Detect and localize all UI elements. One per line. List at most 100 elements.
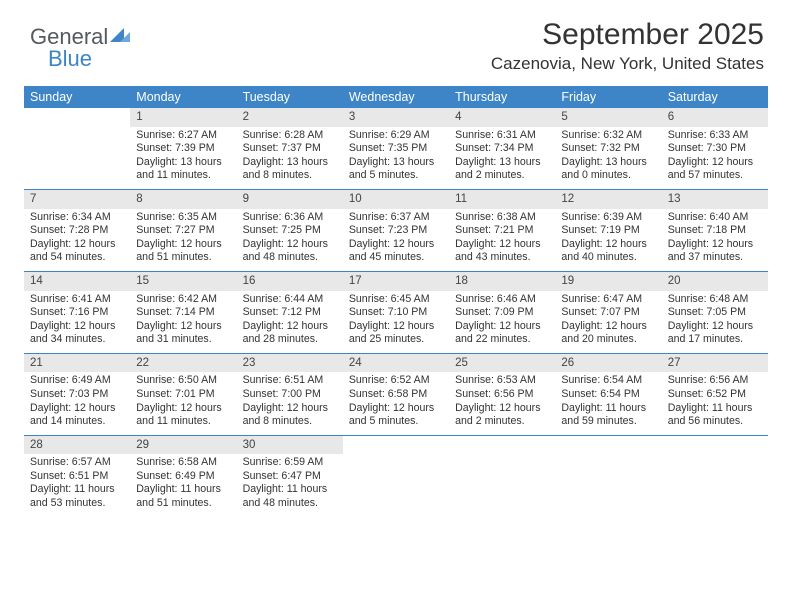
day-cell: 28Sunrise: 6:57 AMSunset: 6:51 PMDayligh… <box>24 436 130 517</box>
daylight-line-1: Daylight: 13 hours <box>136 156 230 170</box>
week-row: 21Sunrise: 6:49 AMSunset: 7:03 PMDayligh… <box>24 354 768 436</box>
daylight-line-2: and 28 minutes. <box>243 333 337 347</box>
daylight-line-2: and 20 minutes. <box>561 333 655 347</box>
day-cell <box>449 436 555 517</box>
day-number: 6 <box>662 108 768 127</box>
daylight-line-1: Daylight: 12 hours <box>243 320 337 334</box>
day-number: 20 <box>662 272 768 291</box>
sunset-line: Sunset: 7:32 PM <box>561 142 655 156</box>
day-number: 25 <box>449 354 555 373</box>
sunrise-line: Sunrise: 6:28 AM <box>243 129 337 143</box>
day-number: 5 <box>555 108 661 127</box>
sunset-line: Sunset: 7:14 PM <box>136 306 230 320</box>
day-cell: 29Sunrise: 6:58 AMSunset: 6:49 PMDayligh… <box>130 436 236 517</box>
sunset-line: Sunset: 6:51 PM <box>30 470 124 484</box>
day-number: 15 <box>130 272 236 291</box>
sunrise-line: Sunrise: 6:46 AM <box>455 293 549 307</box>
day-cell: 30Sunrise: 6:59 AMSunset: 6:47 PMDayligh… <box>237 436 343 517</box>
sunset-line: Sunset: 7:19 PM <box>561 224 655 238</box>
day-cell: 25Sunrise: 6:53 AMSunset: 6:56 PMDayligh… <box>449 354 555 435</box>
day-cell: 17Sunrise: 6:45 AMSunset: 7:10 PMDayligh… <box>343 272 449 353</box>
day-number: 7 <box>24 190 130 209</box>
sunrise-line: Sunrise: 6:31 AM <box>455 129 549 143</box>
sunrise-line: Sunrise: 6:29 AM <box>349 129 443 143</box>
day-number: 23 <box>237 354 343 373</box>
sunset-line: Sunset: 7:12 PM <box>243 306 337 320</box>
daylight-line-2: and 51 minutes. <box>136 251 230 265</box>
sunrise-line: Sunrise: 6:41 AM <box>30 293 124 307</box>
sunrise-line: Sunrise: 6:33 AM <box>668 129 762 143</box>
daylight-line-2: and 43 minutes. <box>455 251 549 265</box>
day-cell: 20Sunrise: 6:48 AMSunset: 7:05 PMDayligh… <box>662 272 768 353</box>
day-cell: 15Sunrise: 6:42 AMSunset: 7:14 PMDayligh… <box>130 272 236 353</box>
sunrise-line: Sunrise: 6:52 AM <box>349 374 443 388</box>
day-number: 13 <box>662 190 768 209</box>
day-number: 26 <box>555 354 661 373</box>
day-cell <box>555 436 661 517</box>
daylight-line-1: Daylight: 11 hours <box>561 402 655 416</box>
sunrise-line: Sunrise: 6:50 AM <box>136 374 230 388</box>
day-cell: 4Sunrise: 6:31 AMSunset: 7:34 PMDaylight… <box>449 108 555 189</box>
sunrise-line: Sunrise: 6:42 AM <box>136 293 230 307</box>
daylight-line-2: and 48 minutes. <box>243 251 337 265</box>
daylight-line-1: Daylight: 11 hours <box>30 483 124 497</box>
day-number: 12 <box>555 190 661 209</box>
sunset-line: Sunset: 7:03 PM <box>30 388 124 402</box>
daylight-line-2: and 2 minutes. <box>455 169 549 183</box>
sunset-line: Sunset: 7:27 PM <box>136 224 230 238</box>
week-row: 28Sunrise: 6:57 AMSunset: 6:51 PMDayligh… <box>24 436 768 517</box>
day-cell: 8Sunrise: 6:35 AMSunset: 7:27 PMDaylight… <box>130 190 236 271</box>
day-cell: 16Sunrise: 6:44 AMSunset: 7:12 PMDayligh… <box>237 272 343 353</box>
daylight-line-2: and 0 minutes. <box>561 169 655 183</box>
sunrise-line: Sunrise: 6:56 AM <box>668 374 762 388</box>
daylight-line-2: and 5 minutes. <box>349 169 443 183</box>
sunset-line: Sunset: 7:30 PM <box>668 142 762 156</box>
sunset-line: Sunset: 7:10 PM <box>349 306 443 320</box>
logo: General Blue <box>30 24 124 72</box>
day-cell: 18Sunrise: 6:46 AMSunset: 7:09 PMDayligh… <box>449 272 555 353</box>
day-cell: 14Sunrise: 6:41 AMSunset: 7:16 PMDayligh… <box>24 272 130 353</box>
daylight-line-1: Daylight: 12 hours <box>561 238 655 252</box>
day-number: 2 <box>237 108 343 127</box>
sunrise-line: Sunrise: 6:37 AM <box>349 211 443 225</box>
day-cell <box>343 436 449 517</box>
logo-sail-icon <box>110 28 124 42</box>
day-number: 9 <box>237 190 343 209</box>
sunset-line: Sunset: 7:37 PM <box>243 142 337 156</box>
daylight-line-2: and 51 minutes. <box>136 497 230 511</box>
sunrise-line: Sunrise: 6:54 AM <box>561 374 655 388</box>
sunset-line: Sunset: 7:01 PM <box>136 388 230 402</box>
sunset-line: Sunset: 7:09 PM <box>455 306 549 320</box>
day-number: 17 <box>343 272 449 291</box>
daylight-line-2: and 8 minutes. <box>243 169 337 183</box>
sunrise-line: Sunrise: 6:40 AM <box>668 211 762 225</box>
sunrise-line: Sunrise: 6:44 AM <box>243 293 337 307</box>
sunrise-line: Sunrise: 6:38 AM <box>455 211 549 225</box>
sunset-line: Sunset: 7:39 PM <box>136 142 230 156</box>
calendar-page: General Blue September 2025 Cazenovia, N… <box>0 0 792 535</box>
day-number: 4 <box>449 108 555 127</box>
sunset-line: Sunset: 7:35 PM <box>349 142 443 156</box>
sunset-line: Sunset: 6:47 PM <box>243 470 337 484</box>
sunrise-line: Sunrise: 6:57 AM <box>30 456 124 470</box>
sunset-line: Sunset: 6:58 PM <box>349 388 443 402</box>
daylight-line-2: and 57 minutes. <box>668 169 762 183</box>
daylight-line-1: Daylight: 12 hours <box>30 402 124 416</box>
daylight-line-1: Daylight: 12 hours <box>455 238 549 252</box>
day-cell: 21Sunrise: 6:49 AMSunset: 7:03 PMDayligh… <box>24 354 130 435</box>
day-number: 3 <box>343 108 449 127</box>
daylight-line-2: and 25 minutes. <box>349 333 443 347</box>
day-number: 28 <box>24 436 130 455</box>
sunset-line: Sunset: 7:05 PM <box>668 306 762 320</box>
sunrise-line: Sunrise: 6:36 AM <box>243 211 337 225</box>
daylight-line-2: and 53 minutes. <box>30 497 124 511</box>
sunrise-line: Sunrise: 6:39 AM <box>561 211 655 225</box>
sunrise-line: Sunrise: 6:59 AM <box>243 456 337 470</box>
sunset-line: Sunset: 7:21 PM <box>455 224 549 238</box>
weekday-header: Tuesday <box>237 86 343 108</box>
day-number: 10 <box>343 190 449 209</box>
day-number: 14 <box>24 272 130 291</box>
sunrise-line: Sunrise: 6:34 AM <box>30 211 124 225</box>
day-cell: 22Sunrise: 6:50 AMSunset: 7:01 PMDayligh… <box>130 354 236 435</box>
calendar: SundayMondayTuesdayWednesdayThursdayFrid… <box>24 86 768 517</box>
